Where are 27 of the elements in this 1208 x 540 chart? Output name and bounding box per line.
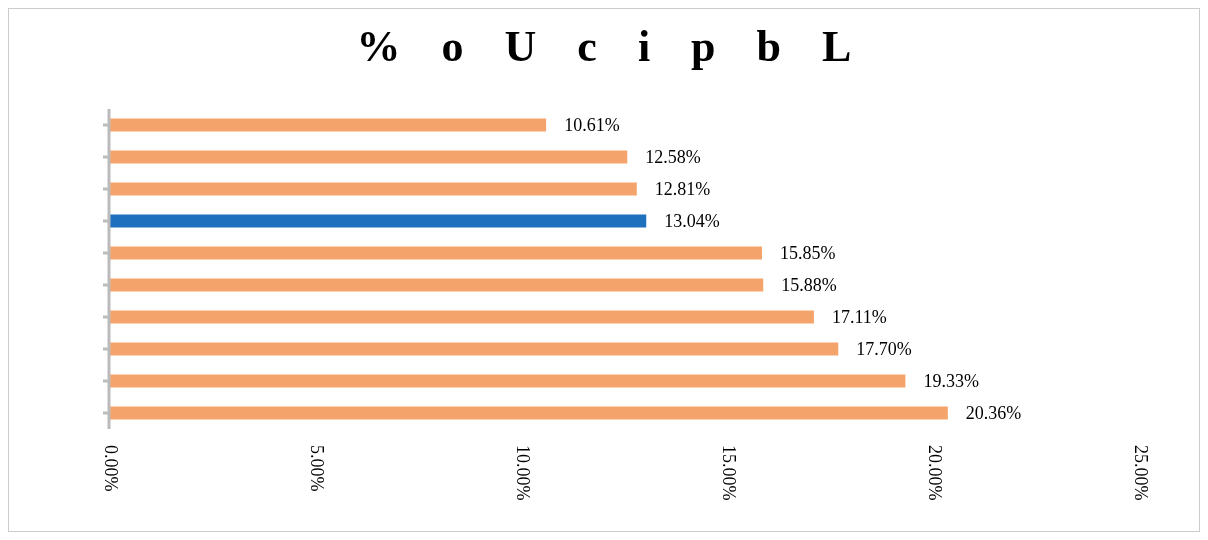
x-tick-label: 10.00% bbox=[512, 445, 533, 501]
data-label: 15.85% bbox=[780, 243, 836, 264]
bar bbox=[109, 214, 647, 228]
bar bbox=[109, 342, 839, 356]
bar bbox=[109, 278, 764, 292]
bar bbox=[109, 118, 547, 132]
chart-title: % o U c i p b L bbox=[356, 22, 852, 71]
bar bbox=[109, 246, 763, 260]
data-label: 17.70% bbox=[856, 339, 912, 360]
data-label: 15.88% bbox=[781, 275, 837, 296]
data-label: 17.11% bbox=[831, 307, 887, 328]
bar bbox=[109, 406, 948, 420]
x-tick-label: 20.00% bbox=[924, 445, 945, 501]
x-tick-label: 25.00% bbox=[1130, 445, 1151, 501]
x-tick-label: 0.00% bbox=[100, 445, 121, 492]
data-label: 12.81% bbox=[654, 179, 711, 200]
data-label: 12.58% bbox=[645, 147, 701, 168]
bar bbox=[109, 150, 628, 164]
data-label: 19.33% bbox=[923, 371, 979, 392]
data-label: 13.04% bbox=[664, 211, 720, 232]
bar bbox=[109, 310, 814, 324]
bar bbox=[109, 182, 637, 196]
data-label: 20.36% bbox=[965, 403, 1022, 424]
x-tick-label: 15.00% bbox=[718, 445, 739, 501]
data-label: 10.61% bbox=[564, 115, 620, 136]
x-tick-label: 5.00% bbox=[306, 445, 327, 492]
bar bbox=[109, 374, 906, 388]
